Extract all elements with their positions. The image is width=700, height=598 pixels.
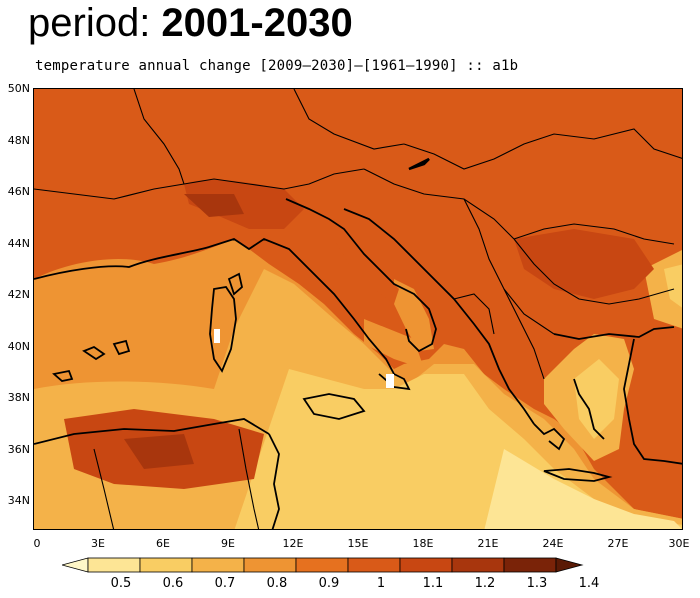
- colorbar-label: 0.8: [266, 576, 288, 591]
- colorbar-segment: [139, 557, 193, 573]
- colorbar-segment: [87, 557, 141, 573]
- turkey-coast: [623, 338, 682, 465]
- lon-tick: 18E: [412, 537, 434, 550]
- alps-hot: [184, 194, 244, 217]
- border-germany-czech: [293, 89, 405, 150]
- longitude-axis: 0 3E 6E 9E 12E 15E 18E 21E 24E 27E 30E: [33, 537, 690, 553]
- colorbar-segment: [62, 557, 89, 573]
- north-africa-hot: [124, 434, 194, 469]
- border-alps: [183, 168, 365, 190]
- colorbar-segment: [503, 557, 557, 573]
- lat-tick: 36N: [7, 443, 30, 456]
- lat-tick: 40N: [7, 340, 30, 353]
- lat-tick: 50N: [7, 82, 30, 95]
- colorbar-label: 0.6: [162, 576, 184, 591]
- colorbar-segment: [347, 557, 401, 573]
- lon-tick: 15E: [347, 537, 369, 550]
- colorbar-label: 1.4: [578, 576, 600, 591]
- colorbar-label: 1.1: [422, 576, 444, 591]
- borders: [34, 89, 682, 529]
- border-slovakia-ukraine: [403, 128, 682, 170]
- colorbar-segment: [451, 557, 505, 573]
- period-heading: period: 2001-2030: [28, 0, 353, 46]
- balkan-core: [514, 229, 654, 299]
- lon-tick: 30E: [668, 537, 690, 550]
- border-albania: [503, 288, 545, 380]
- border-hungary-croatia: [363, 168, 515, 240]
- thrace-coast: [553, 326, 675, 340]
- adriatic-east-coast: [343, 208, 535, 425]
- latitude-axis: 50N 48N 46N 44N 42N 40N 38N 36N 34N: [0, 82, 32, 522]
- colorbar-label: 1.3: [526, 576, 548, 591]
- lon-tick: 24E: [542, 537, 564, 550]
- south-italy-coast: [364, 319, 424, 369]
- border-montenegro: [453, 293, 495, 335]
- crete: [543, 468, 613, 482]
- colorbar-label: 0.5: [110, 576, 132, 591]
- temperature-change-map: [33, 88, 683, 530]
- north-africa-coast: [34, 418, 270, 445]
- greece-peloponnese: [533, 423, 566, 451]
- lat-tick: 38N: [7, 391, 30, 404]
- period-prefix: period:: [28, 1, 162, 45]
- border-algeria-tunisia: [238, 428, 260, 529]
- lon-tick: 3E: [91, 537, 105, 550]
- corsica: [227, 272, 243, 296]
- colorbar-label: 1.2: [474, 576, 496, 591]
- colorbar-segment: [295, 557, 349, 573]
- colorbar-segment: [399, 557, 453, 573]
- alps-core: [184, 179, 304, 229]
- lon-tick: 6E: [156, 537, 170, 550]
- sicily: [302, 393, 366, 420]
- border-germany-west: [133, 89, 185, 185]
- map-title: temperature annual change [2009–2030]–[1…: [35, 58, 519, 74]
- coastlines: [34, 198, 682, 529]
- colorbar-segment: [243, 557, 297, 573]
- italy-east-coast: [285, 198, 437, 353]
- aegean-coast-west: [573, 378, 605, 440]
- south-aegean-sea: [484, 449, 682, 529]
- border-france-north: [34, 183, 185, 200]
- adriatic-south: [394, 279, 434, 351]
- lon-tick: 9E: [221, 537, 235, 550]
- colorbar-segment: [555, 557, 584, 573]
- lat-tick: 42N: [7, 288, 30, 301]
- border-serbia-romania: [513, 223, 675, 245]
- sardinia: [209, 286, 237, 373]
- border-bulgaria: [513, 238, 675, 305]
- sardinia-gap: [214, 329, 220, 343]
- aegean-inner: [574, 359, 619, 439]
- lat-tick: 46N: [7, 185, 30, 198]
- colorbar-label: 0.9: [318, 576, 340, 591]
- balearic-island-1: [82, 345, 106, 361]
- period-value: 2001-2030: [161, 1, 353, 45]
- colorbar: [62, 557, 584, 573]
- balearic-island-2: [112, 339, 131, 356]
- lon-tick: 12E: [282, 537, 304, 550]
- lon-tick: 27E: [607, 537, 629, 550]
- calabria-gap: [386, 374, 394, 388]
- map-canvas: [34, 89, 682, 529]
- colorbar-segment: [191, 557, 245, 573]
- balearic-island-3: [52, 369, 74, 382]
- lake-balaton: [408, 157, 430, 171]
- italy-west-coast: [34, 237, 411, 391]
- lat-tick: 44N: [7, 237, 30, 250]
- colorbar-label: 1: [376, 576, 386, 591]
- lat-tick: 48N: [7, 134, 30, 147]
- colorbar-label: 0.7: [214, 576, 236, 591]
- lat-tick: 34N: [7, 494, 30, 507]
- tunisia-coast: [268, 433, 280, 529]
- border-morocco-algeria: [93, 448, 115, 529]
- adriatic-north: [329, 219, 399, 304]
- lon-tick: 0: [33, 537, 41, 550]
- lon-tick: 21E: [477, 537, 499, 550]
- border-bosnia-serbia: [463, 198, 555, 335]
- black-sea-inner: [664, 264, 682, 308]
